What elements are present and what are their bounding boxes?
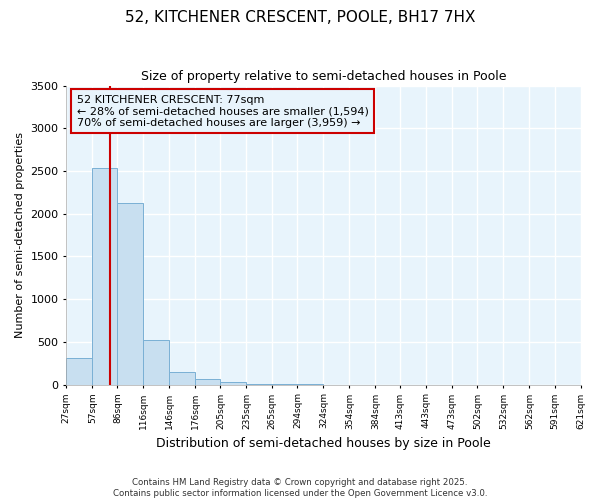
- Y-axis label: Number of semi-detached properties: Number of semi-detached properties: [15, 132, 25, 338]
- Text: 52 KITCHENER CRESCENT: 77sqm
← 28% of semi-detached houses are smaller (1,594)
7: 52 KITCHENER CRESCENT: 77sqm ← 28% of se…: [77, 94, 368, 128]
- Bar: [118, 204, 143, 384]
- Bar: [195, 378, 220, 384]
- Bar: [220, 382, 247, 384]
- Bar: [143, 340, 169, 384]
- X-axis label: Distribution of semi-detached houses by size in Poole: Distribution of semi-detached houses by …: [156, 437, 491, 450]
- Title: Size of property relative to semi-detached houses in Poole: Size of property relative to semi-detach…: [140, 70, 506, 83]
- Bar: [169, 372, 195, 384]
- Text: 52, KITCHENER CRESCENT, POOLE, BH17 7HX: 52, KITCHENER CRESCENT, POOLE, BH17 7HX: [125, 10, 475, 25]
- Bar: [67, 358, 92, 384]
- Bar: [92, 168, 118, 384]
- Text: Contains HM Land Registry data © Crown copyright and database right 2025.
Contai: Contains HM Land Registry data © Crown c…: [113, 478, 487, 498]
